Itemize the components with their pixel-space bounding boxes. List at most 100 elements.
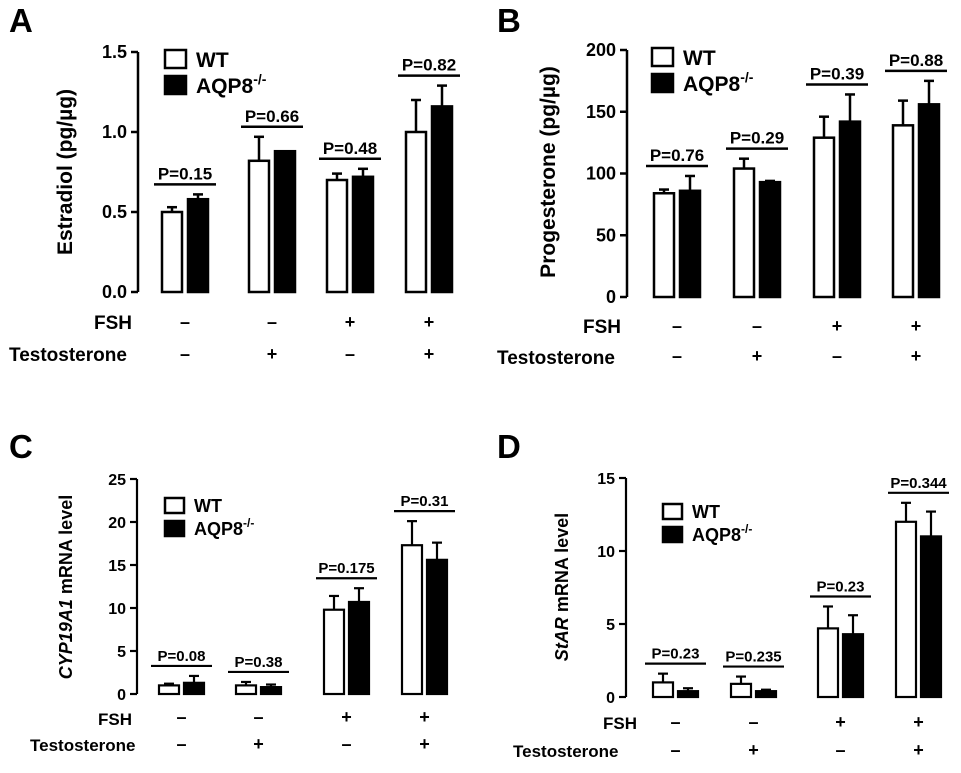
bar-ko bbox=[838, 120, 862, 299]
bar-wt bbox=[732, 167, 756, 299]
testosterone-sign: – bbox=[180, 344, 190, 364]
bar-wt bbox=[812, 136, 836, 299]
testosterone-sign: + bbox=[267, 344, 278, 364]
pvalue-label: P=0.23 bbox=[817, 578, 865, 595]
pvalue-label: P=0.15 bbox=[158, 164, 212, 183]
legend-ko-label: AQP8-/- bbox=[196, 71, 267, 98]
y-tick-label: 5 bbox=[117, 644, 126, 661]
panel-b-progesterone: B Progesterone (pg/µg) 0 50 100 150 200 P=0.7… bbox=[497, 2, 947, 369]
legend-ko-swatch bbox=[163, 519, 186, 538]
pvalue-label: P=0.66 bbox=[245, 107, 299, 126]
fsh-signs: – – + + bbox=[180, 312, 434, 332]
fsh-sign: + bbox=[911, 316, 922, 336]
testosterone-signs: – + – + bbox=[672, 346, 921, 366]
bar-ko bbox=[754, 690, 778, 699]
bar-wt bbox=[322, 608, 346, 696]
bar-ko bbox=[430, 105, 454, 294]
legend-ko-label: AQP8-/- bbox=[194, 516, 254, 539]
bar-ko bbox=[259, 686, 283, 696]
y-tick-label: 5 bbox=[606, 617, 615, 634]
fsh-sign: – bbox=[253, 707, 263, 727]
legend-ko-label: AQP8-/- bbox=[692, 522, 752, 545]
testosterone-sign: – bbox=[832, 346, 842, 366]
testosterone-signs: – + – + bbox=[670, 740, 923, 760]
fsh-sign: – bbox=[180, 312, 190, 332]
bar-wt bbox=[234, 684, 258, 696]
bar-wt bbox=[816, 627, 840, 699]
panel-label-d: D bbox=[497, 428, 521, 465]
bar-ko bbox=[186, 197, 210, 294]
legend-wt-label: WT bbox=[683, 47, 716, 70]
pvalue-label: P=0.88 bbox=[889, 51, 943, 70]
legend-wt-swatch bbox=[163, 496, 186, 515]
pvalue-label: P=0.08 bbox=[158, 648, 206, 665]
pvalue-label: P=0.235 bbox=[725, 649, 781, 666]
y-tick-label: 150 bbox=[586, 102, 616, 122]
testosterone-sign: + bbox=[419, 734, 430, 754]
testosterone-sign: + bbox=[752, 346, 763, 366]
condition-labels: FSH Testosterone – – + + – + – + bbox=[30, 707, 430, 755]
fsh-sign: – bbox=[267, 312, 277, 332]
pvalue-label: P=0.82 bbox=[402, 56, 456, 75]
panel-c-cyp19a1: C CYP19A1 mRNA level 0 5 10 15 20 25 P=0.08 P=0… bbox=[9, 428, 455, 755]
y-axis-label: StAR mRNA level bbox=[552, 513, 572, 661]
bar-wt bbox=[729, 682, 753, 699]
testosterone-sign: – bbox=[670, 740, 680, 760]
bar-wt bbox=[891, 124, 915, 299]
bar-wt bbox=[325, 178, 349, 294]
y-tick-label: 15 bbox=[597, 471, 615, 488]
y-tick-label: 0 bbox=[606, 690, 615, 707]
fsh-signs: – – + + bbox=[672, 316, 921, 336]
fsh-signs: – – + + bbox=[670, 712, 923, 732]
testosterone-sign: + bbox=[424, 344, 435, 364]
bar-ko bbox=[351, 175, 375, 294]
bar-ko bbox=[425, 558, 449, 696]
fsh-sign: – bbox=[670, 712, 680, 732]
y-axis-label: Progesterone (pg/µg) bbox=[537, 66, 560, 278]
fsh-sign: + bbox=[835, 712, 846, 732]
legend: WT AQP8-/- bbox=[650, 46, 754, 96]
y-tick-label: 50 bbox=[596, 225, 616, 245]
condition-labels: FSH Testosterone – – + + – + – + bbox=[497, 316, 921, 369]
testosterone-label: Testosterone bbox=[30, 736, 136, 755]
legend: WT AQP8-/- bbox=[163, 48, 267, 98]
fsh-sign: + bbox=[913, 712, 924, 732]
bar-wt bbox=[652, 192, 676, 299]
fsh-sign: – bbox=[672, 316, 682, 336]
testosterone-label: Testosterone bbox=[513, 742, 619, 761]
testosterone-sign: – bbox=[345, 344, 355, 364]
panel-a-estradiol: A Estradiol (pg/µg) 0.0 0.5 1.0 1.5 P=0.15 P=… bbox=[9, 2, 460, 366]
y-tick-label: 0 bbox=[606, 287, 616, 307]
pvalue-label: P=0.29 bbox=[730, 129, 784, 148]
fsh-label: FSH bbox=[583, 317, 621, 338]
fsh-signs: – – + + bbox=[176, 707, 429, 727]
bar-ko bbox=[758, 180, 782, 299]
bar-wt bbox=[247, 159, 271, 294]
panel-label-a: A bbox=[9, 2, 33, 39]
pvalue-label: P=0.38 bbox=[235, 654, 283, 671]
condition-labels: FSH Testosterone – – + + – + – + bbox=[9, 312, 434, 366]
testosterone-sign: + bbox=[748, 740, 759, 760]
pvalue-label: P=0.344 bbox=[890, 475, 947, 492]
legend-wt-label: WT bbox=[196, 49, 229, 72]
legend-ko-swatch bbox=[661, 525, 684, 544]
panel-label-c: C bbox=[9, 428, 33, 465]
testosterone-sign: – bbox=[835, 740, 845, 760]
condition-labels: FSH Testosterone – – + + – + – + bbox=[513, 712, 924, 761]
testosterone-sign: – bbox=[341, 734, 351, 754]
fsh-sign: + bbox=[832, 316, 843, 336]
testosterone-signs: – + – + bbox=[180, 344, 434, 364]
y-tick-label: 0 bbox=[117, 687, 126, 704]
legend-ko-label: AQP8-/- bbox=[683, 69, 754, 96]
y-tick-label: 1.0 bbox=[102, 122, 127, 142]
legend-wt-label: WT bbox=[692, 502, 720, 522]
bar-ko bbox=[919, 535, 943, 699]
fsh-sign: – bbox=[748, 712, 758, 732]
panel-d-star: D StAR mRNA level 0 5 10 15 P=0.23 P=0.235 P=0… bbox=[497, 428, 949, 761]
legend-wt-swatch bbox=[163, 48, 188, 70]
fsh-label: FSH bbox=[603, 714, 637, 733]
fsh-sign: + bbox=[424, 312, 435, 332]
bar-ko bbox=[678, 189, 702, 299]
bar-wt bbox=[400, 544, 424, 696]
fsh-sign: + bbox=[341, 707, 352, 727]
